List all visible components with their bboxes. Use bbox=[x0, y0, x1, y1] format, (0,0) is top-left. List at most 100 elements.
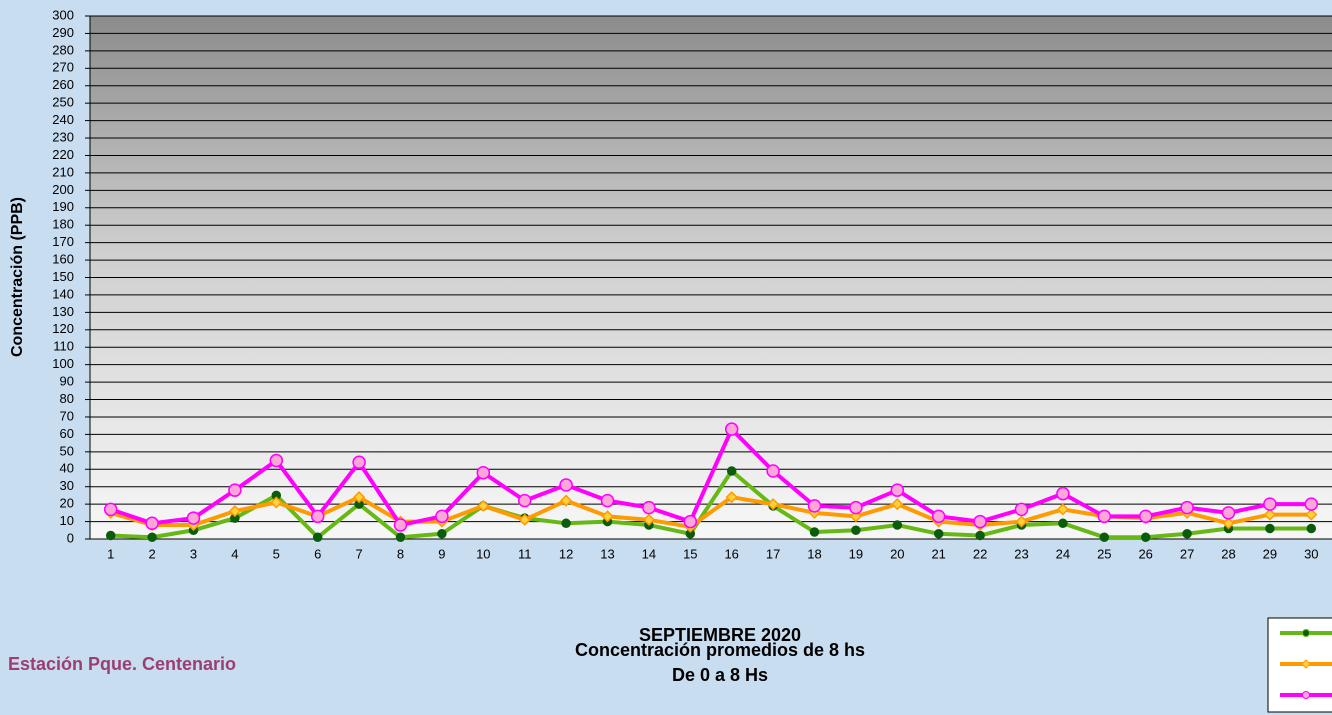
x-tick-label: 20 bbox=[890, 546, 904, 561]
data-point bbox=[146, 517, 158, 529]
y-tick-label: 260 bbox=[52, 77, 74, 92]
data-point bbox=[107, 532, 115, 540]
data-point bbox=[519, 495, 531, 507]
data-point bbox=[270, 455, 282, 467]
y-tick-label: 270 bbox=[52, 60, 74, 75]
x-tick-label: 2 bbox=[148, 546, 155, 561]
data-point bbox=[850, 502, 862, 514]
data-point bbox=[1057, 488, 1069, 500]
x-tick-label: 14 bbox=[642, 546, 656, 561]
y-tick-label: 170 bbox=[52, 234, 74, 249]
x-tick-label: 28 bbox=[1221, 546, 1235, 561]
data-point bbox=[1181, 502, 1193, 514]
x-tick-label: 6 bbox=[314, 546, 321, 561]
data-point bbox=[1098, 510, 1110, 522]
chart: Concentración (PPB) SEPTIEMBRE 2020 Conc… bbox=[0, 0, 1332, 715]
y-tick-label: 230 bbox=[52, 129, 74, 144]
data-point bbox=[1264, 498, 1276, 510]
y-tick-label: 160 bbox=[52, 252, 74, 267]
y-tick-label: 150 bbox=[52, 269, 74, 284]
data-point bbox=[312, 510, 324, 522]
data-point bbox=[1016, 503, 1028, 515]
y-tick-label: 280 bbox=[52, 42, 74, 57]
y-tick-label: 140 bbox=[52, 286, 74, 301]
y-tick-label: 100 bbox=[52, 356, 74, 371]
data-point bbox=[1305, 498, 1317, 510]
data-point bbox=[852, 526, 860, 534]
y-tick-label: 80 bbox=[60, 391, 74, 406]
data-point bbox=[893, 521, 901, 529]
y-tick-label: 130 bbox=[52, 304, 74, 319]
x-tick-label: 25 bbox=[1097, 546, 1111, 561]
chart-title: Concentración promedios de 8 hs bbox=[575, 640, 865, 660]
x-tick-label: 5 bbox=[273, 546, 280, 561]
data-point bbox=[1140, 510, 1152, 522]
x-tick-label: 21 bbox=[931, 546, 945, 561]
data-point bbox=[477, 467, 489, 479]
x-tick-label: 26 bbox=[1138, 546, 1152, 561]
x-tick-label: 9 bbox=[438, 546, 445, 561]
data-point bbox=[935, 530, 943, 538]
data-point bbox=[560, 479, 572, 491]
y-tick-label: 300 bbox=[52, 7, 74, 22]
legend-marker bbox=[1303, 630, 1310, 637]
data-point bbox=[229, 484, 241, 496]
data-point bbox=[438, 530, 446, 538]
x-tick-label: 16 bbox=[724, 546, 738, 561]
data-point bbox=[767, 465, 779, 477]
data-point bbox=[562, 519, 570, 527]
legend-marker bbox=[1303, 692, 1310, 699]
x-tick-label: 4 bbox=[231, 546, 238, 561]
x-tick-label: 8 bbox=[397, 546, 404, 561]
x-tick-label: 10 bbox=[476, 546, 490, 561]
data-point bbox=[1059, 519, 1067, 527]
x-tick-label: 12 bbox=[559, 546, 573, 561]
x-tick-label: 24 bbox=[1056, 546, 1070, 561]
x-tick-label: 17 bbox=[766, 546, 780, 561]
page: Concentración (PPB) SEPTIEMBRE 2020 Conc… bbox=[0, 0, 1332, 715]
data-point bbox=[891, 484, 903, 496]
data-point bbox=[933, 510, 945, 522]
y-tick-label: 240 bbox=[52, 112, 74, 127]
y-tick-label: 40 bbox=[60, 461, 74, 476]
y-tick-label: 180 bbox=[52, 217, 74, 232]
y-tick-label: 210 bbox=[52, 164, 74, 179]
y-tick-label: 20 bbox=[60, 496, 74, 511]
y-tick-label: 220 bbox=[52, 147, 74, 162]
x-tick-label: 11 bbox=[518, 546, 532, 561]
y-tick-label: 200 bbox=[52, 182, 74, 197]
y-axis-label: Concentración (PPB) bbox=[9, 197, 26, 357]
data-point bbox=[105, 503, 117, 515]
y-tick-label: 120 bbox=[52, 321, 74, 336]
data-point bbox=[397, 533, 405, 541]
data-point bbox=[726, 423, 738, 435]
x-tick-label: 27 bbox=[1180, 546, 1194, 561]
data-point bbox=[353, 456, 365, 468]
x-tick-label: 22 bbox=[973, 546, 987, 561]
station-label: Estación Pque. Centenario bbox=[8, 654, 236, 674]
data-point bbox=[395, 519, 407, 531]
data-point bbox=[602, 495, 614, 507]
data-point bbox=[643, 502, 655, 514]
x-tick-label: 7 bbox=[355, 546, 362, 561]
data-point bbox=[1183, 530, 1191, 538]
data-point bbox=[1100, 533, 1108, 541]
data-point bbox=[1266, 525, 1274, 533]
x-tick-label: 18 bbox=[807, 546, 821, 561]
x-tick-label: 13 bbox=[600, 546, 614, 561]
x-tick-label: 30 bbox=[1304, 546, 1318, 561]
data-point bbox=[684, 516, 696, 528]
data-point bbox=[1223, 507, 1235, 519]
data-point bbox=[188, 512, 200, 524]
y-tick-label: 60 bbox=[60, 426, 74, 441]
x-tick-label: 23 bbox=[1014, 546, 1028, 561]
data-point bbox=[1142, 533, 1150, 541]
data-point bbox=[728, 467, 736, 475]
y-tick-label: 90 bbox=[60, 374, 74, 389]
y-tick-label: 290 bbox=[52, 25, 74, 40]
y-tick-label: 50 bbox=[60, 443, 74, 458]
x-tick-label: 1 bbox=[107, 546, 114, 561]
y-tick-label: 0 bbox=[67, 530, 74, 545]
y-tick-label: 250 bbox=[52, 95, 74, 110]
data-point bbox=[811, 528, 819, 536]
